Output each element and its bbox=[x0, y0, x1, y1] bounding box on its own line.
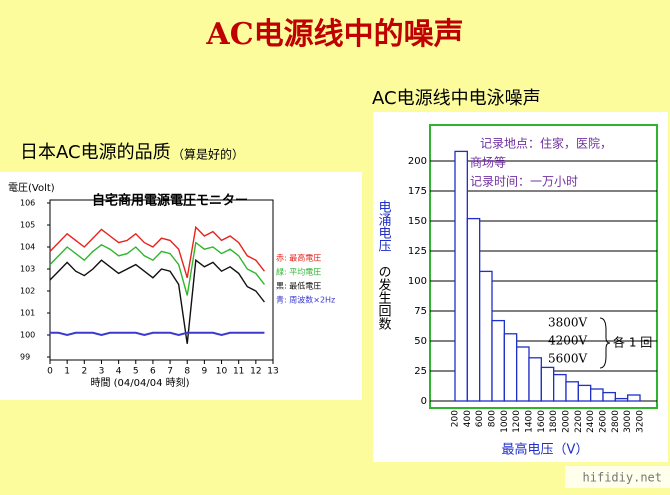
y-tick-label: 75 bbox=[414, 306, 427, 317]
legend-entry: 青: 周波数×2Hz bbox=[276, 295, 335, 305]
bar bbox=[614, 397, 629, 402]
x-tick-label: 7 bbox=[167, 367, 173, 377]
y-tick-label: 105 bbox=[20, 221, 35, 230]
x-tick-label: 13 bbox=[267, 367, 278, 377]
x-tick-label: 3000 bbox=[623, 410, 633, 433]
x-tick-label: 2600 bbox=[599, 410, 609, 433]
right-heading: AC电源线中电泳噪声 bbox=[372, 88, 541, 109]
x-tick-label: 4 bbox=[116, 367, 122, 377]
y-tick-label: 0 bbox=[421, 396, 427, 407]
y-tick-label: 125 bbox=[408, 246, 427, 257]
watermark: hifidiy.net bbox=[583, 471, 662, 485]
x-tick-label: 11 bbox=[233, 367, 244, 377]
chart-title: 自宅商用電源電圧モニター bbox=[92, 193, 248, 209]
x-tick-label: 2400 bbox=[586, 410, 596, 433]
x-tick-label: 2800 bbox=[611, 410, 621, 433]
right-panel bbox=[373, 112, 668, 462]
x-tick-label: 5 bbox=[133, 367, 139, 377]
bar bbox=[454, 150, 468, 402]
bar bbox=[503, 333, 518, 402]
y-tick-label: 50 bbox=[414, 336, 427, 347]
y-tick-label: 150 bbox=[408, 216, 427, 227]
y-tick-label: 175 bbox=[408, 186, 427, 197]
y-tick-label: 106 bbox=[20, 199, 35, 208]
x-tick-label: 6 bbox=[150, 367, 156, 377]
bar bbox=[528, 357, 542, 402]
callout-label: 各 1 回 bbox=[613, 335, 652, 350]
bar bbox=[577, 384, 592, 402]
watermark-bg bbox=[565, 466, 670, 488]
y-axis-label: の发生回数 bbox=[376, 265, 392, 330]
callout-note: 3800V bbox=[548, 316, 588, 330]
slide-title: AC电源线中的噪声 bbox=[205, 17, 463, 52]
bar bbox=[466, 217, 481, 402]
series-line bbox=[50, 331, 265, 337]
x-axis-label: 時間 (04/04/04 時刻) bbox=[90, 376, 189, 389]
annotation: 记录时间：一万小时 bbox=[470, 175, 578, 189]
legend-entry: 赤: 最高電圧 bbox=[276, 253, 321, 263]
legend-entry: 黒: 最低電圧 bbox=[276, 281, 321, 291]
y-tick-label: 100 bbox=[408, 276, 427, 287]
bar bbox=[590, 388, 604, 402]
annotation: 记录地点：住家，医院， bbox=[480, 136, 612, 151]
x-tick-label: 400 bbox=[463, 410, 473, 427]
callout-note: 5600V bbox=[548, 352, 588, 366]
x-tick-label: 1200 bbox=[512, 410, 522, 433]
left-heading: 日本AC电源的品质 bbox=[20, 142, 171, 163]
left-heading-note: （算是好的） bbox=[172, 147, 244, 162]
bar bbox=[553, 373, 567, 402]
x-tick-label: 2200 bbox=[574, 410, 584, 433]
x-tick-label: 800 bbox=[488, 410, 498, 427]
x-axis-label: 最高电压（V） bbox=[502, 442, 589, 458]
x-tick-label: 1 bbox=[64, 367, 70, 377]
bar bbox=[491, 319, 505, 402]
brace bbox=[599, 317, 611, 369]
series-line bbox=[49, 225, 265, 279]
x-tick-label: 600 bbox=[475, 410, 485, 427]
y-axis-label: 電圧(Volt) bbox=[8, 182, 55, 194]
callout-note: 4200V bbox=[548, 334, 588, 348]
y-tick-label: 200 bbox=[408, 156, 427, 167]
x-tick-label: 3 bbox=[99, 367, 105, 377]
x-tick-label: 10 bbox=[216, 367, 228, 377]
legend-entry: 緑: 平均電圧 bbox=[276, 267, 321, 277]
bar bbox=[602, 391, 616, 402]
x-tick-label: 0 bbox=[47, 367, 53, 377]
series-line bbox=[49, 241, 265, 296]
x-tick-label: 12 bbox=[250, 367, 261, 377]
x-tick-label: 9 bbox=[202, 367, 208, 377]
annotation: 商场等 bbox=[470, 155, 506, 170]
x-tick-label: 200 bbox=[451, 410, 461, 427]
x-tick-label: 1600 bbox=[537, 410, 547, 433]
y-tick-label: 99 bbox=[20, 353, 30, 362]
x-tick-label: 2000 bbox=[562, 410, 572, 433]
series-line bbox=[49, 258, 265, 344]
bar bbox=[479, 270, 493, 402]
x-tick-label: 1400 bbox=[525, 410, 535, 433]
bar bbox=[540, 366, 555, 402]
left-panel bbox=[0, 172, 362, 400]
bar bbox=[516, 346, 530, 402]
x-tick-label: 8 bbox=[184, 367, 190, 377]
y-tick-label: 25 bbox=[414, 366, 427, 377]
y-tick-label: 100 bbox=[20, 331, 35, 340]
y-tick-label: 101 bbox=[20, 309, 35, 318]
y-tick-label: 103 bbox=[20, 265, 35, 274]
y-tick-label: 102 bbox=[20, 287, 35, 296]
bar bbox=[627, 394, 641, 402]
y-axis-label: 电涌电压 bbox=[376, 200, 392, 252]
x-tick-label: 1800 bbox=[549, 410, 559, 433]
y-tick-label: 104 bbox=[20, 243, 35, 252]
x-tick-label: 1000 bbox=[500, 410, 510, 433]
x-tick-label: 2 bbox=[81, 367, 87, 377]
x-tick-label: 3200 bbox=[636, 410, 646, 433]
plot-frame bbox=[429, 124, 658, 409]
bar bbox=[565, 381, 579, 402]
